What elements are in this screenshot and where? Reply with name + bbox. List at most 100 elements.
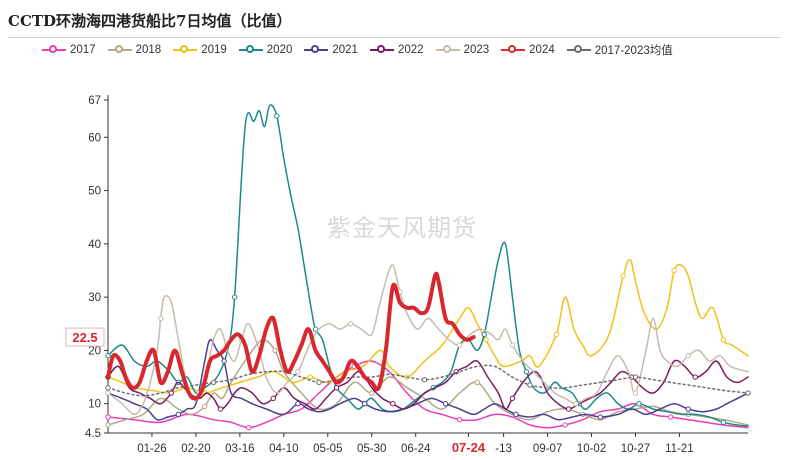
data-point-2017-2023- <box>527 382 533 388</box>
data-point-2017 <box>667 414 674 420</box>
data-point-2023 <box>105 390 111 396</box>
legend-label: 2017-2023均值 <box>594 45 673 57</box>
x-tick-label: 09-07 <box>533 443 562 455</box>
data-point-2018 <box>105 422 111 428</box>
data-point-2022 <box>565 406 572 412</box>
data-point-2019 <box>553 331 560 338</box>
x-tick-label: -13 <box>495 443 512 455</box>
legend-label: 2017 <box>70 44 96 56</box>
data-point-2021 <box>221 358 227 364</box>
data-point-2022 <box>509 395 516 402</box>
legend-marker <box>566 44 591 56</box>
data-point-2021 <box>685 406 691 412</box>
data-point-2023 <box>509 342 516 348</box>
x-tick-label: 05-30 <box>357 443 386 455</box>
data-point-2017-2023- <box>632 374 639 380</box>
x-tick-label: 10-02 <box>577 443 606 455</box>
y-tick-label: 60 <box>88 132 101 144</box>
legend-item[interactable]: 2022 <box>369 42 424 58</box>
data-point-2017-2023- <box>105 385 111 391</box>
series-line-2024 <box>106 271 476 401</box>
data-point-2021 <box>295 400 301 407</box>
data-point-2020 <box>636 400 642 407</box>
legend-marker <box>42 44 66 56</box>
data-point-2022 <box>692 374 698 380</box>
data-point-2021 <box>513 411 519 418</box>
y-tick-label: 67 <box>88 95 101 107</box>
y-tick-label: 30 <box>88 292 101 304</box>
data-point-2018 <box>272 347 278 354</box>
legend-marker <box>238 44 263 56</box>
data-point-2020 <box>231 294 238 300</box>
chart-title: CCTD环渤海四港货船比7日均值（比值） <box>8 12 292 30</box>
data-point-2019 <box>671 267 677 274</box>
current-value-label: 22.5 <box>72 330 97 345</box>
data-point-2017-2023- <box>210 379 217 386</box>
data-point-2023 <box>572 400 579 407</box>
y-tick-label: 50 <box>88 186 101 198</box>
x-tick-label: 04-10 <box>269 443 298 455</box>
data-point-2020 <box>312 326 319 332</box>
data-point-2021 <box>362 400 368 407</box>
data-point-2020 <box>274 113 280 119</box>
legend-item[interactable]: 2024 <box>501 42 555 58</box>
legend-item[interactable]: 2017-2023均值 <box>566 42 673 58</box>
legend-item[interactable]: 2021 <box>304 42 358 58</box>
data-point-2023 <box>685 353 691 359</box>
data-point-2018 <box>474 379 480 386</box>
legend-label: 2019 <box>201 44 227 56</box>
watermark: 紫金天风期货 <box>327 214 477 242</box>
legend-label: 2018 <box>135 44 162 56</box>
data-point-2017-2023- <box>316 379 322 386</box>
series-line-2021 <box>107 338 749 421</box>
data-point-2020 <box>720 419 727 426</box>
legend-marker <box>304 44 329 56</box>
chart-legend: 2017 2018 2019 2020 2021 2022 2023 2024 2017-202… <box>42 42 685 58</box>
data-point-2023 <box>158 315 164 322</box>
legend-label: 2022 <box>397 44 424 56</box>
x-tick-label: 02-20 <box>181 443 210 455</box>
data-point-2022 <box>390 400 396 407</box>
data-point-2023 <box>456 342 463 348</box>
legend-item[interactable]: 2023 <box>435 42 489 58</box>
x-tick-label: 10-27 <box>621 443 650 455</box>
data-point-2019 <box>620 273 626 279</box>
data-point-2021 <box>597 414 604 420</box>
y-tick-label: 40 <box>88 239 101 251</box>
data-point-2023 <box>347 321 354 327</box>
title-divider <box>8 37 780 38</box>
legend-marker <box>435 44 460 56</box>
x-tick-label: 05-05 <box>313 443 342 455</box>
legend-item[interactable]: 2019 <box>173 42 227 58</box>
y-tick-label: 20 <box>88 345 101 357</box>
data-point-2022 <box>333 385 340 391</box>
y-tick-label: 10 <box>88 399 101 411</box>
legend-marker <box>173 44 198 56</box>
data-point-2023 <box>295 369 301 375</box>
data-point-2020 <box>481 331 487 338</box>
legend-item[interactable]: 2020 <box>238 42 292 58</box>
x-tick-label: 06-24 <box>401 443 431 455</box>
y-tick-label: 4.5 <box>85 428 101 440</box>
data-point-2017 <box>245 424 252 431</box>
series-line-2017 <box>107 360 749 429</box>
data-point-2019 <box>307 374 313 380</box>
legend-item[interactable]: 2017 <box>42 42 96 58</box>
data-point-2021 <box>442 400 449 407</box>
x-tick-label: 11-21 <box>665 443 694 455</box>
data-point-2020 <box>523 369 530 375</box>
x-tick-label: 01-26 <box>137 443 166 455</box>
data-point-2017 <box>105 414 111 420</box>
data-point-2017 <box>456 416 463 423</box>
legend-marker <box>369 44 394 56</box>
legend-marker <box>107 44 132 56</box>
legend-label: 2024 <box>529 44 555 56</box>
data-point-2019 <box>483 337 489 343</box>
legend-item[interactable]: 2018 <box>107 42 162 58</box>
series-line-2019 <box>107 259 749 394</box>
current-value-box <box>65 327 105 347</box>
legend-label: 2021 <box>332 44 358 56</box>
data-point-2020 <box>105 353 111 359</box>
data-point-2022 <box>217 406 224 412</box>
